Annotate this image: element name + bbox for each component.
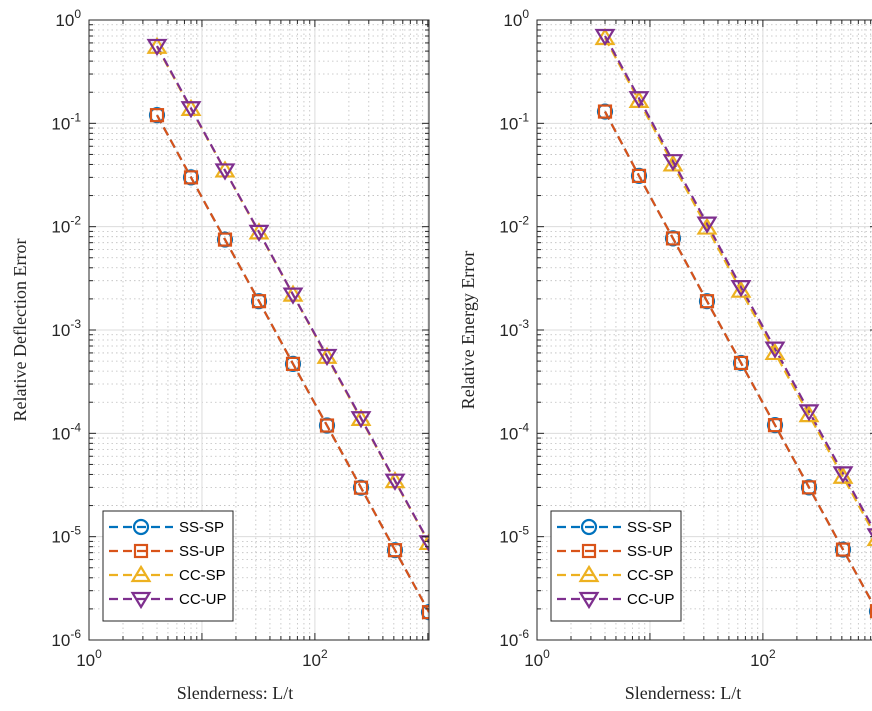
ticks [536, 20, 872, 641]
legend-item-ss-up: SS-UP [557, 543, 673, 560]
data-point-cc-up [282, 287, 304, 305]
data-point-cc-up [384, 473, 406, 491]
legend: SS-SP SS-UP CC-SP CC-UP [102, 510, 234, 622]
series-line-cc-sp [604, 37, 872, 533]
legend-label: CC-UP [627, 591, 675, 608]
legend-label: CC-SP [627, 567, 674, 584]
data-point-cc-up [350, 411, 372, 429]
data-point-ss-up [251, 294, 267, 309]
data-point-cc-up [832, 466, 854, 484]
legend-label: SS-UP [179, 543, 225, 560]
data-point-ss-up [699, 294, 715, 309]
ticks [88, 20, 429, 641]
series-line-ss-up [604, 111, 872, 605]
legend-marker [578, 591, 600, 610]
y-tick-label: 10-4 [51, 420, 81, 443]
data-point-cc-sp [764, 342, 786, 361]
y-tick-label: 10-2 [499, 214, 529, 237]
legend-label: SS-SP [179, 519, 224, 536]
x-tick-label: 100 [76, 647, 102, 670]
legend-label: CC-UP [179, 591, 227, 608]
data-point-cc-up [764, 341, 786, 359]
legend-item-ss-sp: SS-SP [109, 518, 224, 536]
legend-item-cc-up: CC-UP [557, 591, 675, 610]
data-point-ss-up [285, 356, 301, 371]
legend-box [550, 510, 682, 622]
data-point-cc-up [662, 154, 684, 172]
data-point-cc-up [594, 28, 616, 47]
legend-item-cc-sp: CC-SP [557, 564, 674, 584]
data-point-cc-up [214, 163, 236, 181]
data-point-ss-up [319, 418, 335, 433]
legend-marker [130, 564, 152, 583]
legend-label: SS-UP [627, 543, 673, 560]
y-tick-label: 10-5 [51, 524, 81, 547]
y-tick-label: 10-4 [499, 420, 529, 443]
series-group [594, 27, 872, 619]
x-tick-label: 100 [524, 647, 550, 670]
data-point-ss-up [767, 418, 783, 433]
legend-marker [578, 564, 600, 583]
x-tick-label: 102 [750, 647, 776, 670]
data-point-ss-up [835, 542, 851, 557]
series-line-cc-up [156, 45, 429, 543]
data-point-ss-up [665, 231, 681, 246]
legend-box [102, 510, 234, 622]
data-point-cc-up [628, 91, 650, 109]
data-point-cc-up [418, 535, 429, 553]
y-tick-label: 100 [55, 7, 81, 30]
data-point-ss-up [869, 604, 872, 619]
y-tick-label: 10-3 [51, 317, 81, 340]
data-point-ss-up [353, 480, 369, 495]
y-tick-label: 10-6 [51, 627, 81, 650]
data-point-cc-up [248, 224, 270, 243]
x-axis-title: Slenderness: L/t [625, 683, 741, 703]
y-tick-label: 10-2 [51, 214, 81, 237]
legend-marker [133, 543, 149, 559]
legend-marker [132, 518, 150, 536]
legend: SS-SP SS-UP CC-SP CC-UP [550, 510, 682, 622]
legend-item-ss-sp: SS-SP [557, 518, 672, 536]
x-axis-title: Slenderness: L/t [177, 683, 293, 703]
y-tick-label: 10-3 [499, 317, 529, 340]
legend-marker [130, 591, 152, 610]
y-axis-title: Relative Deflection Error [10, 239, 30, 422]
data-point-ss-up [183, 170, 199, 185]
y-tick-label: 100 [503, 7, 529, 30]
series-line-ss-up [156, 114, 429, 613]
y-axis-title: Relative Energy Error [458, 251, 478, 410]
y-tick-label: 10-1 [51, 110, 81, 133]
data-point-ss-up [149, 108, 165, 123]
data-point-cc-up [316, 348, 338, 367]
data-point-cc-up [730, 280, 752, 298]
data-point-ss-up [631, 168, 647, 183]
panel-1: 100 102 100 10-1 10-2 10-3 10-4 10-5 10-6 Slender… [10, 7, 430, 703]
data-point-ss-up [733, 355, 749, 371]
data-point-cc-up [798, 404, 820, 422]
x-tick-label: 102 [302, 647, 328, 670]
data-point-ss-up [421, 605, 429, 620]
legend-item-ss-up: SS-UP [109, 543, 225, 560]
y-tick-label: 10-5 [499, 524, 529, 547]
legend-marker [581, 543, 597, 559]
data-point-cc-up [146, 38, 168, 57]
legend-marker [580, 518, 598, 536]
legend-item-cc-sp: CC-SP [109, 564, 226, 584]
data-point-ss-up [801, 480, 817, 495]
data-point-ss-up [387, 543, 403, 558]
data-point-ss-up [597, 104, 613, 119]
series-group [146, 36, 429, 621]
legend-label: CC-SP [179, 567, 226, 584]
data-point-ss-up [217, 232, 233, 247]
panel-2: 100 102 100 10-1 10-2 10-3 10-4 10-5 10-6 Slender… [458, 7, 872, 703]
data-point-cc-up [696, 216, 718, 234]
legend-item-cc-up: CC-UP [109, 591, 227, 610]
y-tick-label: 10-6 [499, 627, 529, 650]
data-point-cc-up [180, 101, 202, 119]
y-tick-label: 10-1 [499, 110, 529, 133]
series-line-cc-up [604, 35, 872, 529]
legend-label: SS-SP [627, 519, 672, 536]
